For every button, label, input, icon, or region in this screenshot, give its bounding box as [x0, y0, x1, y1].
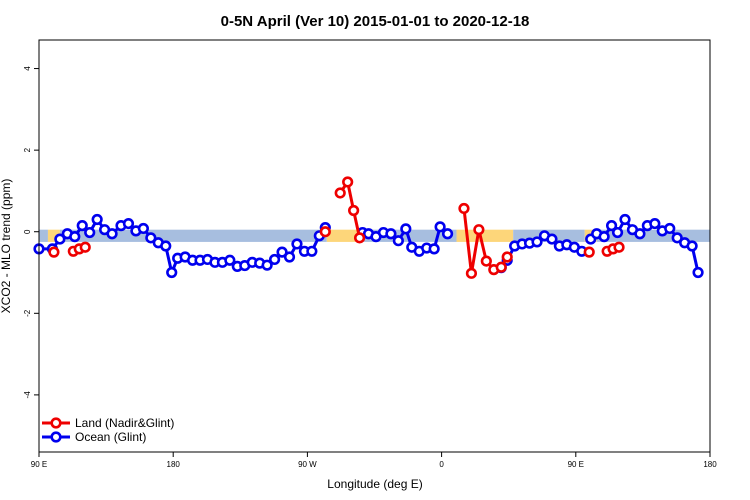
ocean-data-point	[160, 240, 172, 252]
ocean-data-point	[649, 217, 661, 230]
x-tick-label: 180	[167, 460, 181, 469]
ocean-data-point	[428, 243, 440, 255]
ocean-data-point	[664, 222, 676, 235]
ocean-data-point	[283, 251, 296, 263]
x-tick-label: 0	[439, 460, 444, 469]
y-tick-label: -2	[23, 309, 32, 317]
ocean-data-point	[611, 226, 624, 239]
ocean-data-point	[291, 238, 303, 250]
y-axis-label: XCO2 - MLO trend (ppm)	[0, 179, 13, 314]
ocean-data-point	[137, 222, 149, 235]
ocean-data-point	[261, 259, 273, 271]
ocean-data-point	[441, 228, 454, 240]
land-data-point	[319, 226, 331, 238]
legend-land-marker	[50, 417, 62, 429]
ocean-data-point	[434, 221, 446, 233]
x-tick-label: 180	[703, 460, 717, 469]
ocean-data-point	[306, 245, 318, 257]
ocean-data-point	[69, 231, 81, 243]
land-band	[456, 229, 514, 242]
chart-title: 0-5N April (Ver 10) 2015-01-01 to 2020-1…	[221, 13, 530, 30]
ocean-band	[39, 229, 48, 242]
ocean-data-point	[54, 233, 66, 245]
y-tick-label: 2	[23, 147, 32, 152]
y-tick-label: 0	[23, 229, 32, 234]
land-data-point	[348, 204, 360, 217]
ocean-data-point	[276, 246, 288, 258]
ocean-data-point	[224, 254, 236, 266]
plot-frame	[38, 39, 711, 453]
ocean-data-point	[122, 217, 135, 230]
land-data-point	[495, 261, 507, 273]
y-tick-label: -4	[23, 391, 32, 399]
ocean-data-point	[671, 232, 683, 244]
ocean-series	[33, 213, 704, 279]
land-band	[326, 229, 360, 242]
land-data-point	[48, 246, 60, 258]
ocean-data-point	[619, 213, 631, 226]
ocean-band	[59, 229, 327, 242]
ocean-data-point	[392, 235, 404, 247]
ocean-data-point	[91, 213, 103, 226]
ocean-data-point	[634, 228, 646, 240]
ocean-data-point	[546, 233, 558, 245]
land-band	[47, 229, 60, 242]
legend: Land (Nadir&Glint) Ocean (Glint)	[42, 416, 174, 444]
ocean-data-point	[598, 231, 610, 243]
x-tick-label: 90 E	[568, 460, 584, 469]
land-series-line	[338, 180, 362, 239]
x-tick-label: 90 W	[298, 460, 317, 469]
land-data-point	[465, 267, 478, 279]
land-data-point	[480, 255, 492, 267]
ocean-data-point	[400, 223, 412, 235]
land-data-point	[334, 187, 346, 199]
land-data-point	[583, 246, 595, 258]
legend-land-label: Land (Nadir&Glint)	[75, 416, 174, 430]
ocean-data-point	[106, 228, 118, 240]
legend-ocean-label: Ocean (Glint)	[75, 430, 146, 444]
x-axis-label: Longitude (deg E)	[327, 477, 422, 491]
y-tick-label: 4	[23, 66, 32, 71]
ocean-data-point	[686, 240, 698, 252]
land-data-point	[613, 241, 625, 253]
ocean-data-point	[605, 220, 618, 232]
ocean-data-point	[166, 266, 178, 279]
axes: 90 E 180 90 W 0 90 E 180 -4 -2 0 2 4	[23, 66, 717, 469]
ocean-data-point	[531, 236, 543, 248]
land-data-point	[79, 241, 91, 253]
ocean-data-point	[84, 226, 96, 239]
ocean-data-point	[692, 266, 704, 279]
land-data-point	[473, 224, 485, 236]
ocean-data-point	[76, 220, 88, 232]
land-data-point	[501, 251, 513, 263]
legend-ocean-marker	[50, 431, 62, 443]
land-series	[48, 176, 625, 279]
series-layer	[33, 176, 704, 279]
ocean-data-point	[385, 228, 397, 240]
ocean-data-point	[145, 232, 157, 244]
ocean-data-point	[268, 253, 281, 266]
land-data-point	[342, 176, 354, 188]
land-data-point	[353, 232, 366, 244]
x-tick-label: 90 E	[31, 460, 47, 469]
land-data-point	[458, 202, 470, 215]
